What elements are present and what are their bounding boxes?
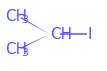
Text: CH: CH — [5, 9, 27, 24]
Text: CH: CH — [5, 42, 27, 57]
Text: CH: CH — [50, 27, 72, 42]
Polygon shape — [20, 34, 50, 49]
Text: 3: 3 — [21, 15, 28, 25]
Text: 3: 3 — [21, 48, 28, 58]
Text: I: I — [88, 27, 92, 42]
Polygon shape — [20, 17, 50, 34]
